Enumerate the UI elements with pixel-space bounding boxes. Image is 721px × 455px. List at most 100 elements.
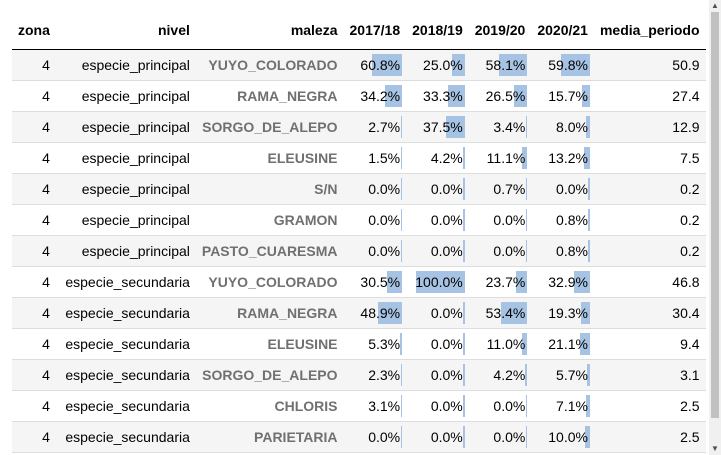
table-row: 4 especie_secundaria YUYO_COLORADO 30.5% 100… — [12, 266, 706, 298]
percent-value: 0.0% — [368, 243, 401, 259]
percent-bar — [588, 240, 590, 262]
cell-zona: 4 — [12, 266, 56, 298]
cell-percent: 23.7% — [468, 266, 532, 298]
table-row: 4 especie_principal RAMA_NEGRA 34.2% 33.3% 26… — [12, 80, 706, 112]
vertical-scrollbar[interactable]: ▲ ▼ — [709, 0, 721, 455]
percent-value: 0.0% — [368, 429, 401, 445]
cell-percent: 0.0% — [343, 235, 407, 267]
cell-nivel: especie_secundaria — [55, 297, 196, 329]
percent-value: 0.8% — [556, 212, 588, 228]
percent-bar — [463, 333, 465, 355]
percent-bar — [525, 178, 528, 200]
cell-percent: 2.7% — [343, 111, 407, 143]
percent-bar — [586, 395, 590, 417]
header-zona[interactable]: zona — [12, 12, 56, 50]
percent-bar — [525, 240, 528, 262]
percent-value: 10.0% — [548, 429, 588, 445]
percent-value: 8.0% — [556, 119, 588, 135]
percent-bar — [446, 116, 465, 138]
percent-bar — [525, 364, 528, 386]
cell-nivel: especie_principal — [55, 142, 196, 174]
cell-media-periodo: 2.5 — [593, 421, 706, 453]
header-2020-21[interactable]: 2020/21 — [531, 12, 594, 50]
percent-value: 0.0% — [493, 243, 526, 259]
cell-zona: 4 — [12, 173, 56, 205]
cell-percent: 3.1% — [343, 390, 407, 422]
cell-zona: 4 — [12, 390, 56, 422]
percent-value: 0.0% — [430, 398, 463, 414]
cell-percent: 0.0% — [343, 421, 407, 453]
cell-percent: 0.0% — [406, 204, 469, 236]
cell-media-periodo: 0.2 — [593, 173, 706, 205]
cell-percent: 32.9% — [531, 266, 594, 298]
cell-media-periodo: 30.4 — [593, 297, 706, 329]
percent-bar — [463, 209, 465, 231]
percent-value: 34.2% — [360, 88, 401, 104]
header-row: zona nivel maleza 2017/18 2018/19 2019/2… — [12, 12, 706, 50]
percent-bar — [515, 271, 528, 293]
cell-percent: 11.1% — [468, 142, 532, 174]
cell-maleza: SORGO_DE_ALEPO — [195, 359, 344, 391]
percent-value: 0.0% — [430, 243, 463, 259]
cell-nivel: especie_principal — [55, 235, 196, 267]
cell-percent: 0.0% — [406, 235, 469, 267]
cell-zona: 4 — [12, 80, 56, 112]
table-row: 4 especie_principal PASTO_CUARESMA 0.0% 0.0%… — [12, 235, 706, 267]
cell-zona: 4 — [12, 235, 56, 267]
percent-bar — [521, 333, 528, 355]
cell-percent: 0.0% — [406, 328, 469, 360]
percent-value: 0.0% — [556, 181, 588, 197]
arrow-down-icon[interactable]: ▼ — [711, 444, 719, 453]
percent-value: 0.0% — [430, 367, 463, 383]
percent-value: 0.0% — [368, 212, 401, 228]
cell-percent: 1.5% — [343, 142, 407, 174]
header-nivel[interactable]: nivel — [55, 12, 196, 50]
cell-maleza: RAMA_NEGRA — [195, 297, 344, 329]
cell-percent: 0.0% — [531, 173, 594, 205]
percent-value: 11.1% — [486, 150, 526, 166]
cell-percent: 34.2% — [343, 80, 407, 112]
header-maleza[interactable]: maleza — [195, 12, 344, 50]
cell-maleza: YUYO_COLORADO — [195, 49, 344, 81]
header-2017-18[interactable]: 2017/18 — [343, 12, 407, 50]
percent-bar — [452, 54, 465, 76]
cell-percent: 0.0% — [468, 421, 532, 453]
percent-value: 0.0% — [493, 212, 526, 228]
percent-value: 59.8% — [548, 57, 588, 73]
percent-value: 15.7% — [548, 88, 588, 104]
cell-nivel: especie_secundaria — [55, 390, 196, 422]
percent-bar — [448, 85, 465, 107]
percent-bar — [378, 302, 403, 324]
header-2018-19[interactable]: 2018/19 — [406, 12, 469, 50]
scrollbar-thumb[interactable] — [711, 12, 719, 418]
data-table: zona nivel maleza 2017/18 2018/19 2019/2… — [12, 12, 706, 453]
cell-percent: 5.7% — [531, 359, 594, 391]
table-row: 4 especie_secundaria RAMA_NEGRA 48.9% 0.0% 53… — [12, 297, 706, 329]
cell-zona: 4 — [12, 142, 56, 174]
table-row: 4 especie_principal ELEUSINE 1.5% 4.2% 11.1% 1… — [12, 142, 706, 174]
arrow-up-icon[interactable]: ▲ — [711, 1, 719, 10]
cell-percent: 0.8% — [531, 204, 594, 236]
cell-percent: 4.2% — [406, 142, 469, 174]
percent-value: 0.0% — [368, 181, 401, 197]
cell-percent: 53.4% — [468, 297, 532, 329]
percent-value: 4.2% — [493, 367, 526, 383]
percent-bar — [525, 116, 528, 138]
percent-value: 19.3% — [548, 305, 588, 321]
header-media-periodo[interactable]: media_periodo — [593, 12, 706, 50]
table-row: 4 especie_principal S/N 0.0% 0.0% 0.7% 0.0% 0.2 — [12, 173, 706, 205]
header-2019-20[interactable]: 2019/20 — [468, 12, 532, 50]
percent-value: 30.5% — [360, 274, 401, 290]
cell-percent: 4.2% — [468, 359, 532, 391]
cell-percent: 2.3% — [343, 359, 407, 391]
cell-media-periodo: 27.4 — [593, 80, 706, 112]
percent-bar — [463, 364, 465, 386]
cell-maleza: S/N — [195, 173, 344, 205]
percent-value: 3.4% — [493, 119, 526, 135]
cell-percent: 0.0% — [406, 173, 469, 205]
cell-percent: 25.0% — [406, 49, 469, 81]
percent-bar — [498, 54, 528, 76]
cell-nivel: especie_secundaria — [55, 359, 196, 391]
percent-value: 33.3% — [423, 88, 463, 104]
percent-value: 25.0% — [423, 57, 463, 73]
